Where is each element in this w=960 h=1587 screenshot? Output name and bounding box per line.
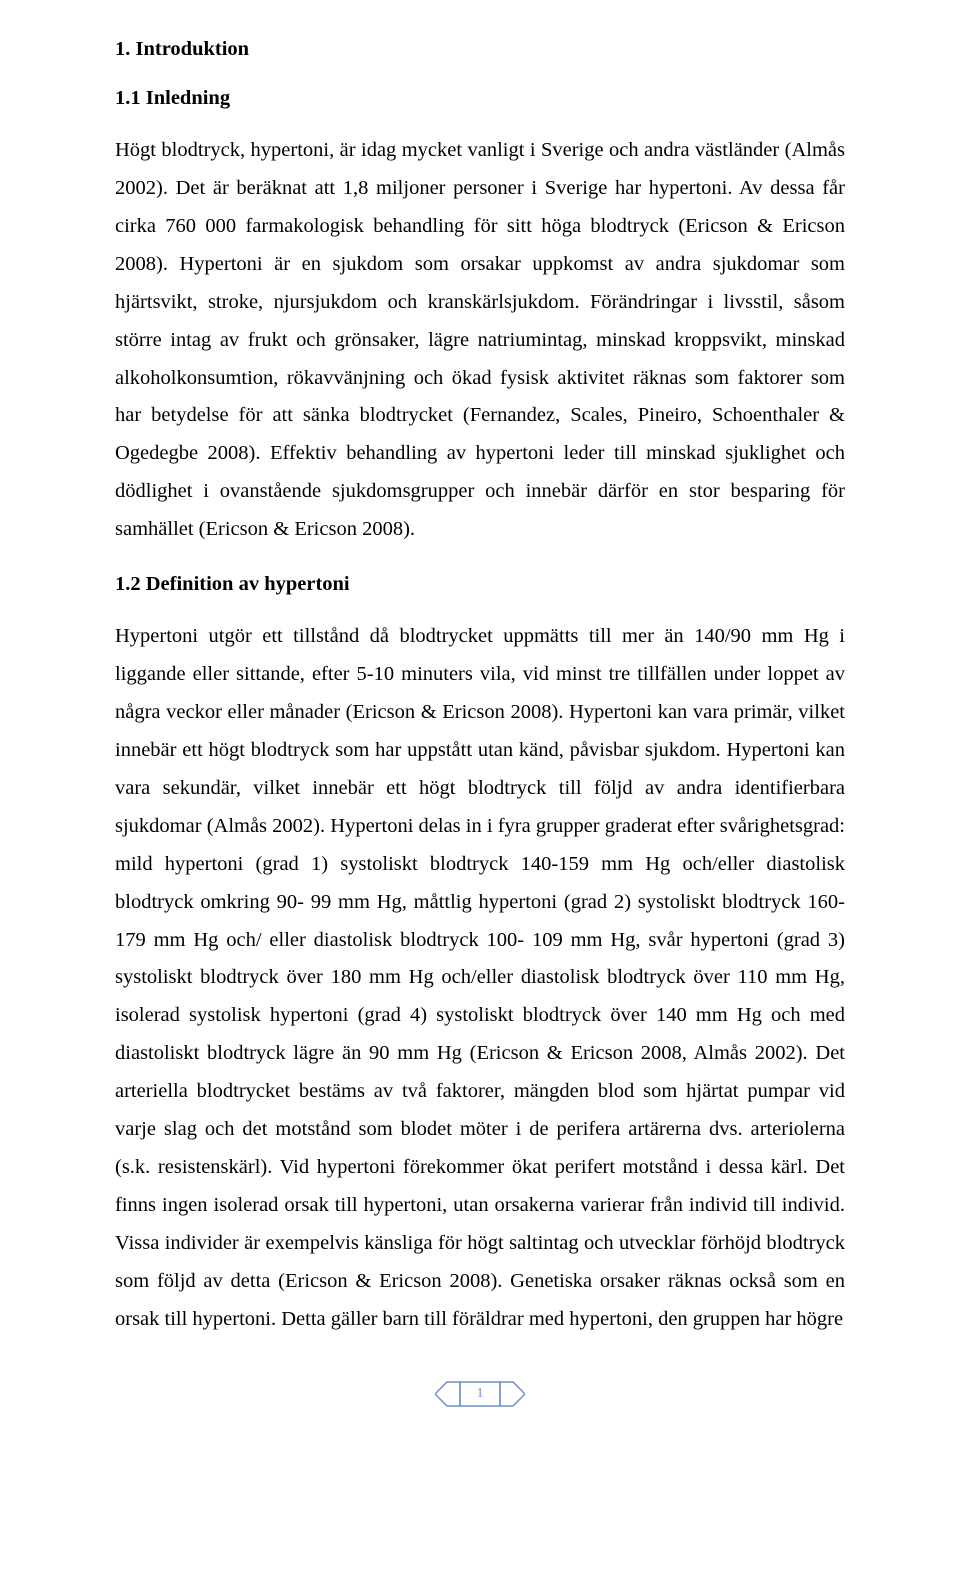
- paragraph-definition: Hypertoni utgör ett tillstånd då blodtry…: [115, 618, 845, 1339]
- page-number-banner: 1: [435, 1379, 525, 1409]
- page-number: 1: [477, 1386, 484, 1402]
- page-footer: 1: [115, 1379, 845, 1409]
- heading-introduktion: 1. Introduktion: [115, 38, 845, 61]
- heading-definition: 1.2 Definition av hypertoni: [115, 573, 845, 596]
- paragraph-intro: Högt blodtryck, hypertoni, är idag mycke…: [115, 132, 845, 549]
- heading-inledning: 1.1 Inledning: [115, 87, 845, 110]
